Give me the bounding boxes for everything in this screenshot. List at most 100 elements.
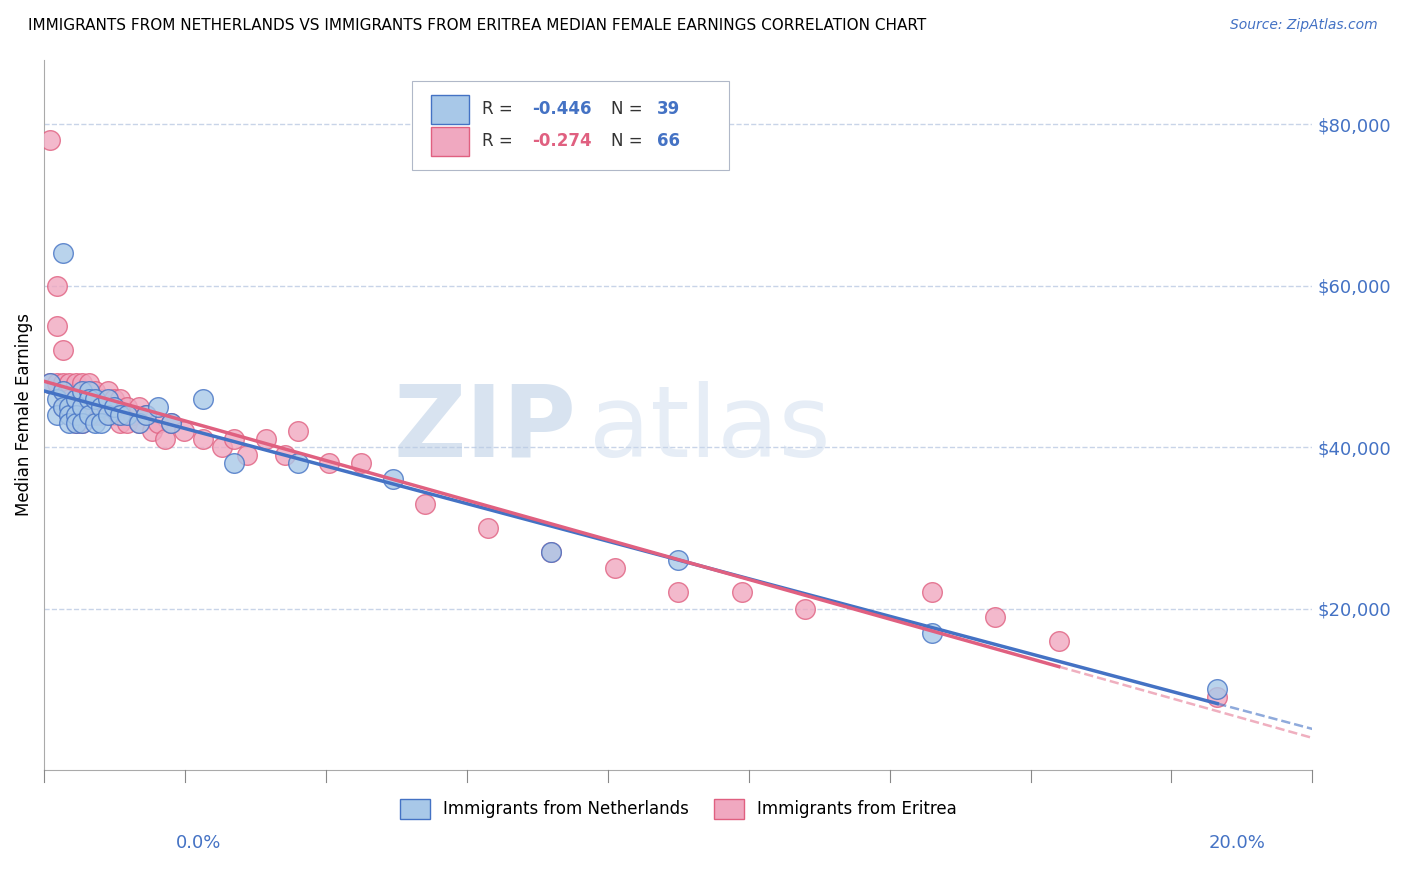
Text: R =: R = <box>482 132 517 150</box>
Point <box>413 497 436 511</box>
Text: N =: N = <box>612 132 648 150</box>
Point <box>65 376 87 390</box>
Point <box>45 318 67 333</box>
Point <box>52 384 75 398</box>
Point <box>103 392 125 406</box>
Point <box>58 408 80 422</box>
Text: Source: ZipAtlas.com: Source: ZipAtlas.com <box>1230 18 1378 32</box>
Point <box>96 392 118 406</box>
Point <box>39 376 62 390</box>
Point <box>90 408 112 422</box>
Point <box>70 400 93 414</box>
Point <box>58 408 80 422</box>
Point <box>70 376 93 390</box>
Point <box>191 392 214 406</box>
Point <box>274 448 297 462</box>
Point <box>58 416 80 430</box>
Point <box>160 416 183 430</box>
Text: atlas: atlas <box>589 381 831 477</box>
Point <box>77 384 100 398</box>
Point <box>122 408 145 422</box>
Legend: Immigrants from Netherlands, Immigrants from Eritrea: Immigrants from Netherlands, Immigrants … <box>392 792 963 826</box>
Point <box>70 416 93 430</box>
Point <box>52 384 75 398</box>
Point <box>39 376 62 390</box>
Point <box>1206 682 1229 697</box>
Point <box>921 585 943 599</box>
Point <box>58 392 80 406</box>
Text: ZIP: ZIP <box>394 381 576 477</box>
FancyBboxPatch shape <box>430 127 470 155</box>
Point <box>70 392 93 406</box>
Point <box>77 376 100 390</box>
Point <box>70 384 93 398</box>
Text: 20.0%: 20.0% <box>1209 834 1265 852</box>
Point <box>135 408 157 422</box>
Text: 39: 39 <box>657 100 681 119</box>
Point <box>224 432 246 446</box>
Point <box>108 392 131 406</box>
Point <box>52 246 75 260</box>
Text: 0.0%: 0.0% <box>176 834 221 852</box>
Point <box>381 472 404 486</box>
Point <box>96 408 118 422</box>
Point <box>83 408 105 422</box>
Point <box>148 416 170 430</box>
Y-axis label: Median Female Earnings: Median Female Earnings <box>15 313 32 516</box>
Point <box>160 416 183 430</box>
Point <box>70 416 93 430</box>
Text: -0.446: -0.446 <box>533 100 592 119</box>
Point <box>148 400 170 414</box>
Point <box>77 392 100 406</box>
Text: IMMIGRANTS FROM NETHERLANDS VS IMMIGRANTS FROM ERITREA MEDIAN FEMALE EARNINGS CO: IMMIGRANTS FROM NETHERLANDS VS IMMIGRANT… <box>28 18 927 33</box>
Point <box>224 456 246 470</box>
Point <box>103 408 125 422</box>
Point <box>730 585 752 599</box>
Point <box>128 416 150 430</box>
Point <box>77 392 100 406</box>
Point <box>115 416 138 430</box>
Point <box>287 424 309 438</box>
Point <box>115 408 138 422</box>
Point <box>254 432 277 446</box>
Point <box>83 392 105 406</box>
Text: R =: R = <box>482 100 517 119</box>
Point <box>666 553 689 567</box>
Point <box>52 343 75 358</box>
Point <box>135 408 157 422</box>
Point <box>90 416 112 430</box>
Point <box>58 400 80 414</box>
Point <box>318 456 340 470</box>
Point <box>65 392 87 406</box>
Point <box>153 432 176 446</box>
Text: N =: N = <box>612 100 648 119</box>
Point <box>236 448 259 462</box>
Point <box>52 376 75 390</box>
Point <box>58 376 80 390</box>
Point <box>666 585 689 599</box>
Point <box>921 625 943 640</box>
Point <box>83 384 105 398</box>
Point <box>77 408 100 422</box>
Point <box>39 133 62 147</box>
Point <box>65 416 87 430</box>
Point <box>794 601 817 615</box>
Point <box>128 400 150 414</box>
Point <box>45 376 67 390</box>
Point <box>540 545 562 559</box>
Point <box>65 416 87 430</box>
Point <box>45 278 67 293</box>
Point <box>191 432 214 446</box>
Point <box>115 400 138 414</box>
Point <box>540 545 562 559</box>
Point <box>96 384 118 398</box>
Point <box>77 408 100 422</box>
Point <box>128 416 150 430</box>
Point <box>287 456 309 470</box>
Point <box>108 416 131 430</box>
Point <box>52 400 75 414</box>
Point <box>1206 690 1229 705</box>
Point <box>90 392 112 406</box>
Point <box>350 456 373 470</box>
Point <box>96 408 118 422</box>
